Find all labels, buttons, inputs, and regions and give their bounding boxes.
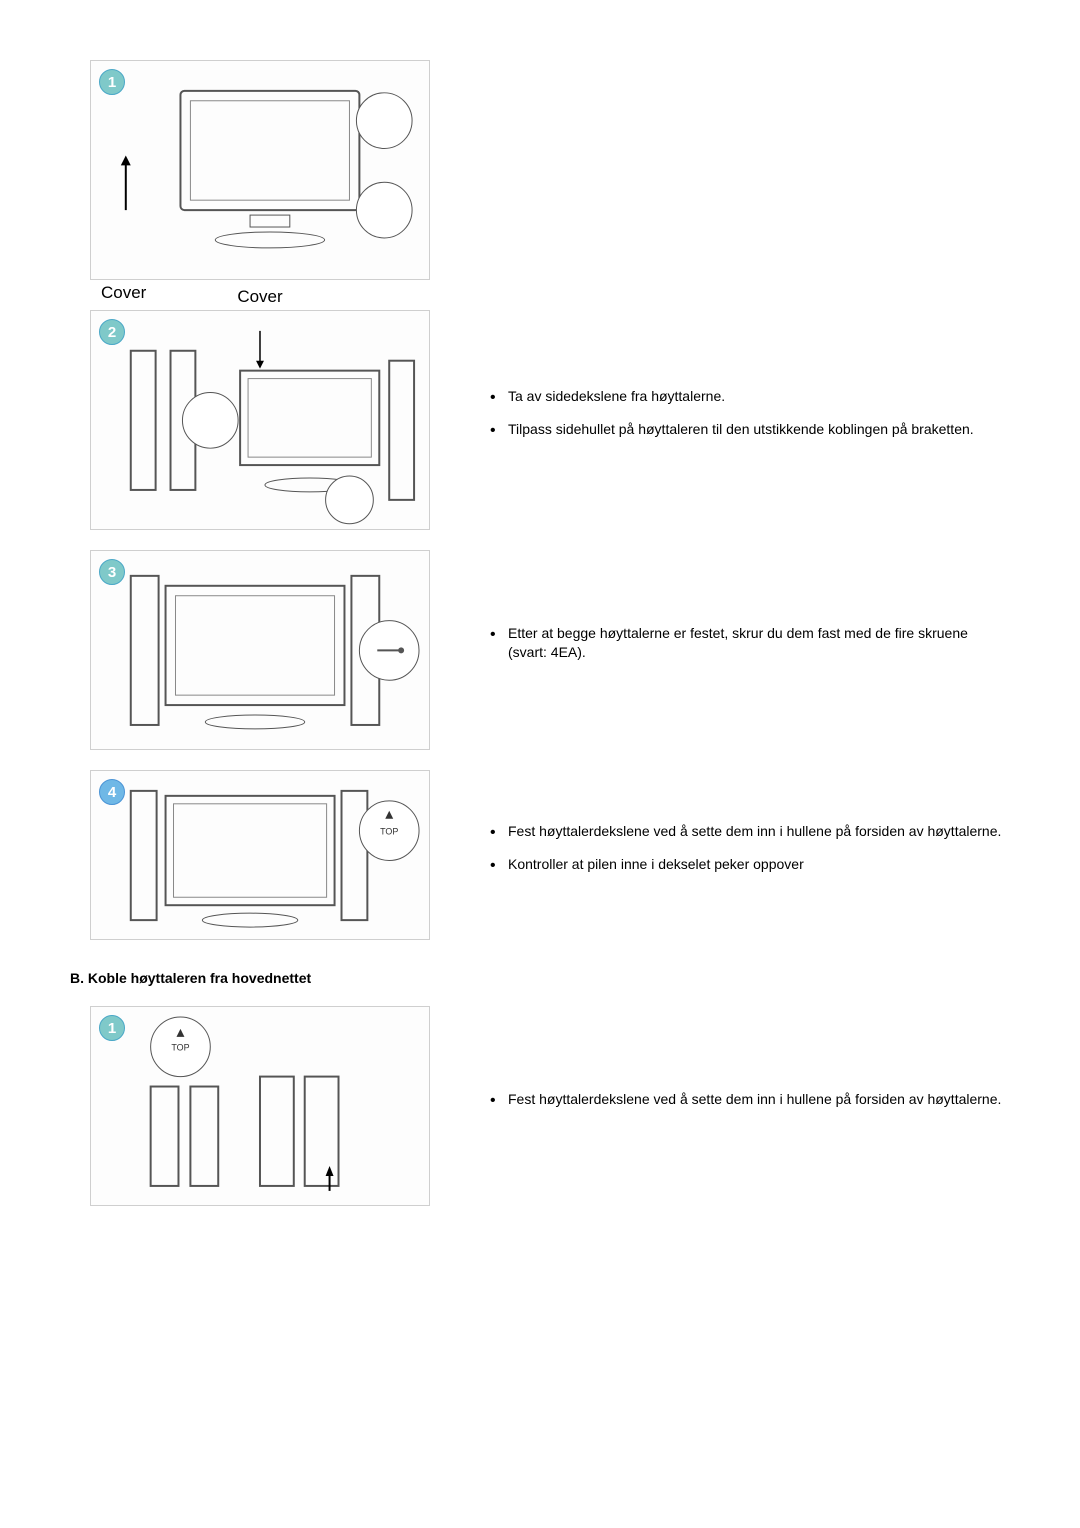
list-item: Tilpass sidehullet på høyttaleren til de… bbox=[490, 420, 1010, 439]
step-3-row: 3 Etter at begge høyttalerne er festet, … bbox=[70, 550, 1010, 750]
cover-label: Cover bbox=[237, 287, 282, 307]
step-2-diagram: 2 Cover bbox=[70, 310, 450, 530]
section-b-step-1-diagram: 1 TOP bbox=[70, 1006, 450, 1206]
disconnect-sketch-icon: TOP bbox=[91, 1007, 429, 1206]
section-b-step-1-text: Fest høyttalerdekslene ved å sette dem i… bbox=[450, 1090, 1010, 1123]
list-item: Fest høyttalerdekslene ved å sette dem i… bbox=[490, 822, 1010, 841]
bullet-list: Ta av sidedekslene fra høyttalerne. Tilp… bbox=[490, 387, 1010, 439]
step-3-text: Etter at begge høyttalerne er festet, sk… bbox=[450, 624, 1010, 676]
cover-label: Cover bbox=[101, 283, 146, 303]
diagram-placeholder: 3 bbox=[90, 550, 430, 750]
list-item: Kontroller at pilen inne i dekselet peke… bbox=[490, 855, 1010, 874]
speaker-assembly-sketch-icon bbox=[91, 311, 429, 530]
screw-assembly-sketch-icon bbox=[91, 551, 429, 750]
step-4-diagram: 4 TOP bbox=[70, 770, 450, 940]
bullet-list: Fest høyttalerdekslene ved å sette dem i… bbox=[490, 822, 1010, 874]
step-4-row: 4 TOP Fest høyttalerdekslene ved å sette… bbox=[70, 770, 1010, 940]
step-2-row: 2 Cover Ta av sidedekslene fra høyttaler… bbox=[70, 310, 1010, 530]
list-item: Etter at begge høyttalerne er festet, sk… bbox=[490, 624, 1010, 662]
step-1-row: 1 Cover bbox=[70, 60, 1010, 280]
bullet-list: Etter at begge høyttalerne er festet, sk… bbox=[490, 624, 1010, 662]
list-item: Fest høyttalerdekslene ved å sette dem i… bbox=[490, 1090, 1010, 1109]
step-1-diagram: 1 Cover bbox=[70, 60, 450, 280]
bullet-list: Fest høyttalerdekslene ved å sette dem i… bbox=[490, 1090, 1010, 1109]
list-item: Ta av sidedekslene fra høyttalerne. bbox=[490, 387, 1010, 406]
diagram-placeholder: 2 Cover bbox=[90, 310, 430, 530]
diagram-placeholder: 4 TOP bbox=[90, 770, 430, 940]
diagram-placeholder: 1 TOP bbox=[90, 1006, 430, 1206]
section-b-step-1-row: 1 TOP Fest høyttalerdekslene ved å sette… bbox=[70, 1006, 1010, 1206]
svg-text:TOP: TOP bbox=[380, 827, 398, 837]
step-2-text: Ta av sidedekslene fra høyttalerne. Tilp… bbox=[450, 387, 1010, 453]
cover-attach-sketch-icon: TOP bbox=[91, 771, 429, 940]
step-4-text: Fest høyttalerdekslene ved å sette dem i… bbox=[450, 822, 1010, 888]
svg-text:TOP: TOP bbox=[171, 1043, 189, 1053]
monitor-sketch-icon bbox=[91, 61, 429, 280]
section-b-heading: B. Koble høyttaleren fra hovednettet bbox=[70, 970, 1010, 986]
step-3-diagram: 3 bbox=[70, 550, 450, 750]
diagram-placeholder: 1 Cover bbox=[90, 60, 430, 280]
